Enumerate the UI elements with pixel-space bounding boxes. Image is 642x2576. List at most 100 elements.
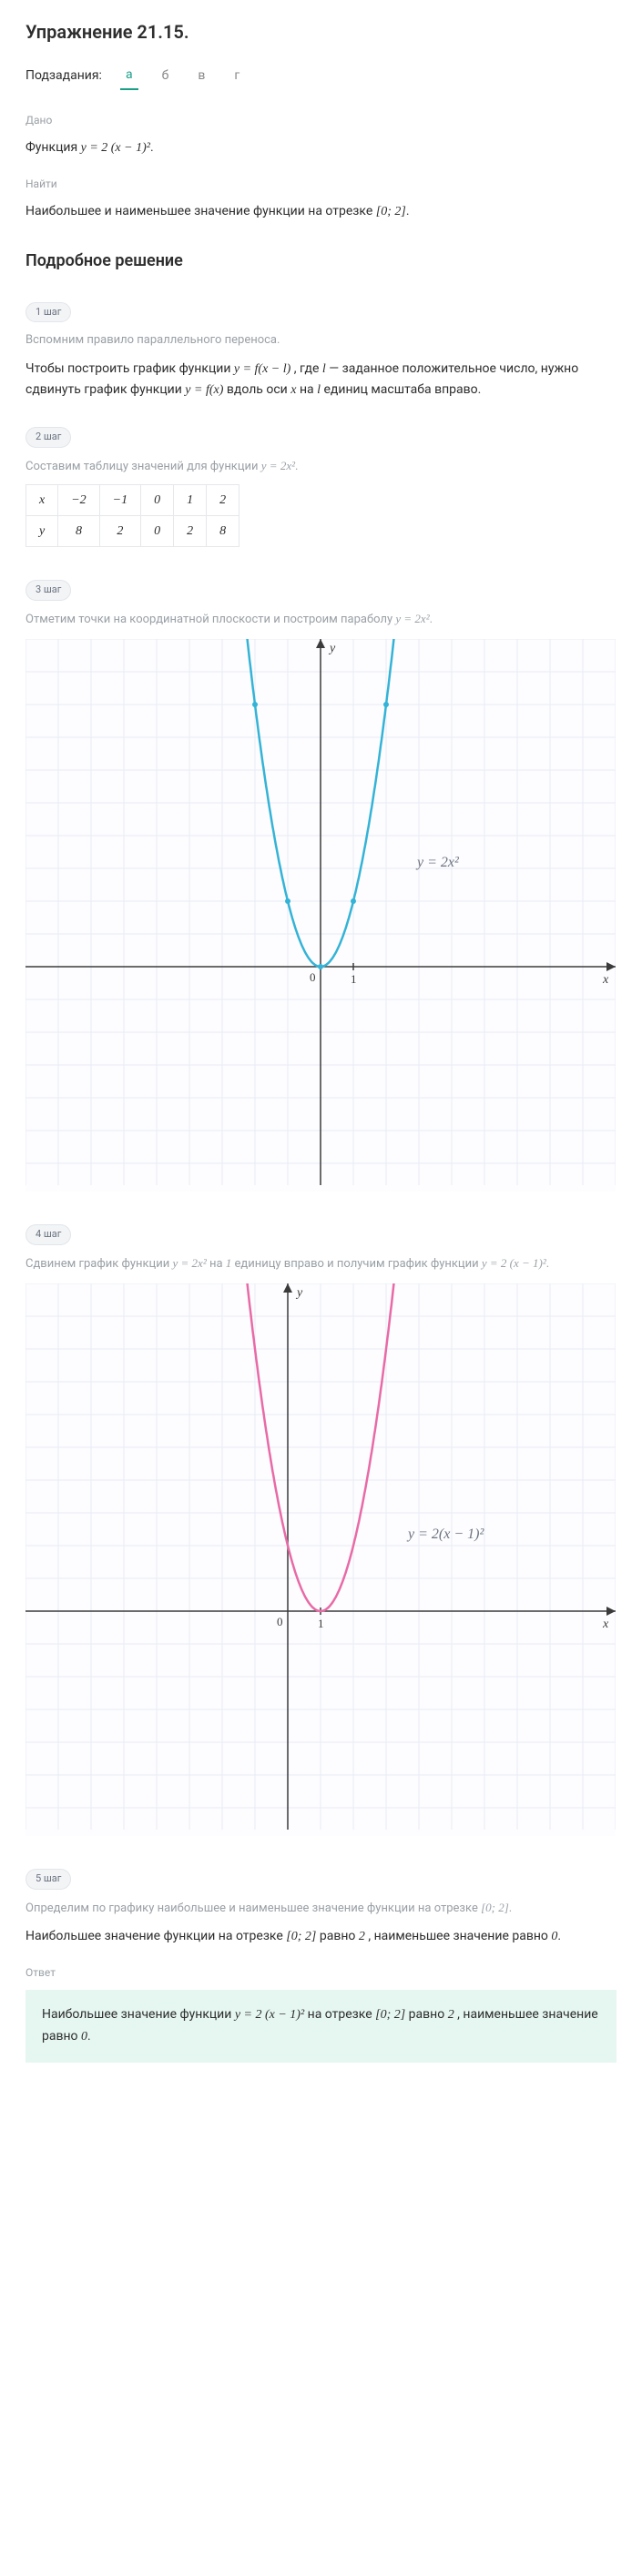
t: Составим таблицу значений для функции — [25, 460, 261, 473]
f: l — [317, 383, 321, 397]
f: 2 — [448, 2008, 454, 2022]
f: l — [322, 362, 326, 376]
t: Сдвинем график функции — [25, 1257, 173, 1271]
tab-g[interactable]: г — [229, 63, 245, 89]
value-table: x −2 −1 0 1 2 y 8 2 0 2 8 — [25, 484, 239, 547]
step1-text: Чтобы построить график функции y = f(x −… — [25, 359, 617, 402]
t: . — [430, 613, 433, 626]
cell: 8 — [207, 516, 239, 547]
chart-2: x y 0 1 y = 2(x − 1)² — [25, 1283, 616, 1836]
step-badge-1: 1 шаг — [25, 302, 71, 323]
answer-box: Наибольшее значение функции y = 2 (x − 1… — [25, 1990, 617, 2063]
row-y-label: y — [26, 516, 58, 547]
answer-label: Ответ — [25, 1964, 617, 1981]
cell: 2 — [174, 516, 207, 547]
t: Определим по графику наибольшее и наимен… — [25, 1902, 481, 1915]
step-badge-4: 4 шаг — [25, 1224, 71, 1245]
t: . — [87, 2029, 91, 2044]
table-row: y 8 2 0 2 8 — [26, 516, 239, 547]
tab-b[interactable]: б — [157, 63, 175, 89]
given-text: Функция y = 2 (x − 1)². — [25, 137, 617, 159]
cell: −1 — [99, 485, 140, 516]
interval: [0; 2] — [376, 205, 406, 218]
cell: 1 — [174, 485, 207, 516]
table-row: x −2 −1 0 1 2 — [26, 485, 239, 516]
f: y = 2x² — [395, 612, 429, 625]
f: 0 — [81, 2030, 87, 2044]
t: на — [209, 1257, 226, 1271]
chart-1: xy01y = 2x² — [25, 639, 616, 1192]
exercise-title: Упражнение 21.15. — [25, 18, 617, 46]
step-badge-3: 3 шаг — [25, 580, 71, 601]
svg-text:0: 0 — [277, 1615, 283, 1628]
step4-lead: Сдвинем график функции y = 2x² на 1 един… — [25, 1254, 617, 1273]
t: равно — [320, 1929, 359, 1943]
svg-text:1: 1 — [318, 1617, 324, 1630]
text: Функция — [25, 140, 81, 155]
subtasks-row: Подзадания: а б в г — [25, 62, 617, 90]
row-x-label: x — [26, 485, 58, 516]
t: Наибольшее значение функции — [42, 2007, 235, 2022]
tab-a[interactable]: а — [120, 62, 138, 90]
f: y = 2 (x − 1)² — [482, 1256, 546, 1270]
solution-heading: Подробное решение — [25, 248, 617, 273]
t: равно — [409, 2007, 448, 2022]
t: . — [509, 1902, 512, 1915]
step5-lead: Определим по графику наибольшее и наимен… — [25, 1899, 617, 1918]
f: y = 2x² — [173, 1256, 207, 1270]
f: 2 — [359, 1930, 365, 1943]
t: вдоль оси — [227, 382, 290, 397]
t: . — [295, 460, 298, 473]
subtasks-label: Подзадания: — [25, 66, 102, 86]
chart-1-svg: xy01y = 2x² — [25, 639, 616, 1185]
given-label: Дано — [25, 112, 617, 128]
t: Отметим точки на координатной плоскости … — [25, 613, 395, 626]
svg-text:1: 1 — [351, 972, 357, 986]
step1-lead: Вспомним правило параллельного переноса. — [25, 331, 617, 350]
t: . — [546, 1257, 549, 1271]
cell: −2 — [58, 485, 99, 516]
svg-text:y: y — [295, 1286, 303, 1300]
step-badge-5: 5 шаг — [25, 1869, 71, 1890]
svg-text:0: 0 — [310, 970, 316, 984]
step2-lead: Составим таблицу значений для функции y … — [25, 457, 617, 476]
t: на — [300, 382, 317, 397]
t: , наименьшее значение равно — [368, 1929, 551, 1943]
cell: 2 — [99, 516, 140, 547]
find-text: Наибольшее и наименьшее значение функции… — [25, 201, 617, 223]
f: [0; 2] — [286, 1930, 316, 1943]
f: y = f(x − l) — [234, 362, 290, 376]
f: [0; 2] — [481, 1901, 509, 1914]
t: Наибольшее значение функции на отрезке — [25, 1929, 286, 1943]
cell: 8 — [58, 516, 99, 547]
f: 1 — [226, 1256, 232, 1270]
t: единиц масштаба вправо. — [323, 382, 481, 397]
f: y = 2x² — [261, 459, 295, 472]
t: . — [557, 1929, 561, 1943]
cell: 2 — [207, 485, 239, 516]
formula: y = 2 (x − 1)² — [81, 141, 150, 155]
svg-text:x: x — [602, 973, 609, 987]
find-label: Найти — [25, 176, 617, 192]
cell: 0 — [141, 485, 174, 516]
t: на отрезке — [308, 2007, 375, 2022]
text: . — [150, 140, 154, 155]
step3-lead: Отметим точки на координатной плоскости … — [25, 610, 617, 629]
f: [0; 2] — [375, 2008, 405, 2022]
step5-text: Наибольшее значение функции на отрезке [… — [25, 1926, 617, 1948]
t: , где — [294, 361, 322, 376]
t: Чтобы построить график функции — [25, 361, 234, 376]
step-badge-2: 2 шаг — [25, 427, 71, 448]
cell: 0 — [141, 516, 174, 547]
text: Наибольшее и наименьшее значение функции… — [25, 204, 376, 218]
tab-v[interactable]: в — [192, 63, 210, 89]
f: y = 2 (x − 1)² — [235, 2008, 304, 2022]
svg-text:y = 2(x − 1)²: y = 2(x − 1)² — [406, 1526, 484, 1542]
svg-text:x: x — [602, 1618, 609, 1631]
t: единицу вправо и получим график функции — [234, 1257, 481, 1271]
svg-text:y = 2x²: y = 2x² — [415, 855, 460, 870]
text: . — [406, 204, 410, 218]
f: x — [290, 383, 296, 397]
f: y = f(x) — [185, 383, 223, 397]
chart-2-svg: x y 0 1 y = 2(x − 1)² — [25, 1283, 616, 1830]
